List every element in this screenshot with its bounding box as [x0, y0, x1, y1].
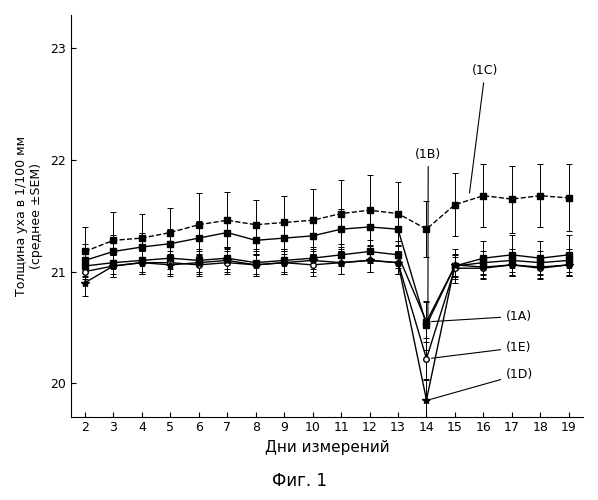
Text: Фиг. 1: Фиг. 1	[271, 472, 327, 490]
Text: (1D): (1D)	[431, 368, 533, 399]
Text: (1C): (1C)	[469, 64, 498, 193]
Text: (1B): (1B)	[415, 148, 441, 322]
Y-axis label: Толщина уха в 1/100 мм
(среднее ±SEM): Толщина уха в 1/100 мм (среднее ±SEM)	[15, 136, 43, 296]
X-axis label: Дни измерений: Дни измерений	[264, 440, 389, 455]
Text: (1A): (1A)	[432, 310, 532, 322]
Text: (1E): (1E)	[432, 341, 532, 358]
